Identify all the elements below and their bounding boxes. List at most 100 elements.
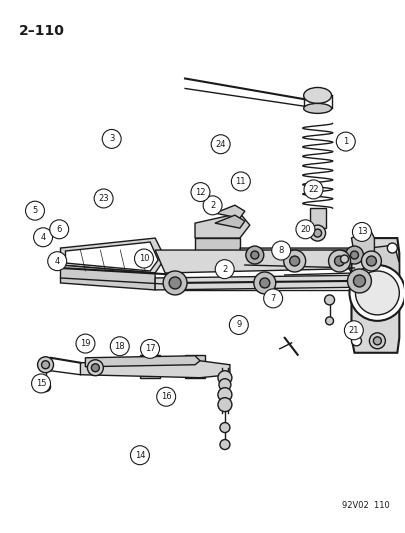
Circle shape xyxy=(50,220,69,239)
Polygon shape xyxy=(155,250,379,273)
Circle shape xyxy=(284,250,306,272)
Circle shape xyxy=(48,252,67,271)
Polygon shape xyxy=(185,355,205,378)
Text: 10: 10 xyxy=(139,254,149,263)
Circle shape xyxy=(304,180,323,199)
Circle shape xyxy=(218,387,232,402)
Text: 21: 21 xyxy=(349,326,359,335)
Circle shape xyxy=(264,289,283,308)
Circle shape xyxy=(369,333,386,349)
Circle shape xyxy=(350,251,358,259)
Polygon shape xyxy=(352,238,399,353)
Polygon shape xyxy=(60,265,155,290)
Circle shape xyxy=(310,225,326,241)
Polygon shape xyxy=(195,213,250,238)
Circle shape xyxy=(229,316,248,334)
Circle shape xyxy=(373,337,382,345)
Circle shape xyxy=(356,271,399,315)
Circle shape xyxy=(296,220,315,239)
Text: 19: 19 xyxy=(80,339,91,348)
Text: 23: 23 xyxy=(98,194,109,203)
Polygon shape xyxy=(352,228,374,255)
Text: 2–110: 2–110 xyxy=(19,23,64,38)
Polygon shape xyxy=(85,356,200,367)
Circle shape xyxy=(367,256,376,266)
Text: 5: 5 xyxy=(32,206,38,215)
Circle shape xyxy=(169,277,181,289)
Circle shape xyxy=(313,229,322,237)
Circle shape xyxy=(220,440,230,449)
Circle shape xyxy=(246,246,264,264)
Circle shape xyxy=(134,249,153,268)
Polygon shape xyxy=(60,238,165,273)
Circle shape xyxy=(32,374,51,393)
Polygon shape xyxy=(215,215,245,228)
Text: 18: 18 xyxy=(115,342,125,351)
Circle shape xyxy=(191,183,210,201)
Text: 12: 12 xyxy=(195,188,206,197)
Text: 7: 7 xyxy=(271,294,276,303)
Text: 4: 4 xyxy=(40,233,46,242)
Circle shape xyxy=(324,295,335,305)
Circle shape xyxy=(336,132,355,151)
Circle shape xyxy=(26,201,45,220)
Circle shape xyxy=(215,260,234,279)
Circle shape xyxy=(203,196,222,215)
Polygon shape xyxy=(310,208,326,228)
Ellipse shape xyxy=(304,87,332,103)
Polygon shape xyxy=(240,248,374,263)
Text: 2: 2 xyxy=(210,201,215,210)
Text: 20: 20 xyxy=(300,225,311,234)
Circle shape xyxy=(254,272,276,294)
Circle shape xyxy=(231,172,250,191)
Circle shape xyxy=(352,222,371,241)
Circle shape xyxy=(87,360,103,376)
Text: 16: 16 xyxy=(161,392,171,401)
Circle shape xyxy=(361,251,382,271)
Circle shape xyxy=(141,340,160,358)
Circle shape xyxy=(260,278,270,288)
Text: 13: 13 xyxy=(357,228,367,237)
Circle shape xyxy=(251,251,259,259)
Circle shape xyxy=(387,243,397,253)
Text: 92V02  110: 92V02 110 xyxy=(341,502,389,511)
Circle shape xyxy=(218,371,232,385)
Polygon shape xyxy=(215,205,245,218)
Circle shape xyxy=(354,275,365,287)
Polygon shape xyxy=(364,245,399,295)
Circle shape xyxy=(94,189,113,208)
Polygon shape xyxy=(81,361,230,378)
Circle shape xyxy=(352,336,361,346)
Ellipse shape xyxy=(304,103,332,114)
Circle shape xyxy=(220,423,230,433)
Circle shape xyxy=(34,228,53,247)
Text: 22: 22 xyxy=(308,185,319,194)
Circle shape xyxy=(272,241,291,260)
Polygon shape xyxy=(195,238,240,253)
Circle shape xyxy=(92,364,99,372)
Text: 17: 17 xyxy=(145,344,156,353)
Text: 2: 2 xyxy=(222,265,227,273)
Circle shape xyxy=(40,382,51,392)
Text: 6: 6 xyxy=(57,225,62,234)
Circle shape xyxy=(76,334,95,353)
Circle shape xyxy=(218,398,232,411)
Circle shape xyxy=(42,361,49,369)
Polygon shape xyxy=(140,355,160,378)
Circle shape xyxy=(163,271,187,295)
Text: 1: 1 xyxy=(343,137,348,146)
Circle shape xyxy=(347,269,371,293)
Text: 11: 11 xyxy=(236,177,246,186)
Circle shape xyxy=(211,135,230,154)
Circle shape xyxy=(130,446,149,465)
Text: 14: 14 xyxy=(135,451,145,460)
Circle shape xyxy=(350,265,405,321)
Text: 3: 3 xyxy=(109,134,114,143)
Circle shape xyxy=(219,379,231,391)
Text: 15: 15 xyxy=(36,379,46,388)
Circle shape xyxy=(341,255,348,263)
Circle shape xyxy=(344,321,363,340)
Circle shape xyxy=(102,130,121,148)
Text: 24: 24 xyxy=(215,140,226,149)
Text: 4: 4 xyxy=(55,257,60,265)
